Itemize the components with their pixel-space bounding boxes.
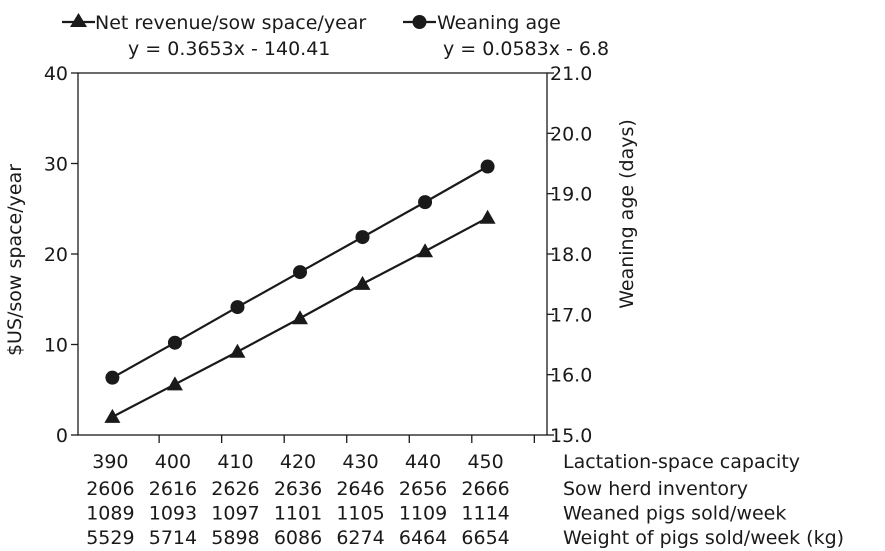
- table-cell: 1089: [86, 503, 134, 525]
- x-tick-label: 420: [280, 451, 316, 473]
- table-cell: 2646: [336, 478, 384, 500]
- equation-net-revenue: y = 0.3653x - 140.41: [128, 38, 330, 60]
- data-point-weaning-age: [292, 265, 307, 280]
- y-right-tick-label: 21.0: [550, 63, 592, 85]
- legend-label-net-revenue: Net revenue/sow space/year: [95, 12, 366, 34]
- data-point-weaning-age: [418, 195, 433, 210]
- data-point-weaning-age: [355, 230, 370, 245]
- table-cell: 2636: [274, 478, 322, 500]
- data-point-net-revenue: [479, 209, 496, 224]
- table-cell: 5898: [211, 527, 259, 549]
- data-point-weaning-age: [105, 370, 120, 385]
- table-cell: 6654: [461, 527, 509, 549]
- table-cell: 6274: [336, 527, 384, 549]
- legend-label-weaning-age: Weaning age: [437, 12, 561, 34]
- data-point-weaning-age: [167, 335, 182, 350]
- y-right-tick-label: 15.0: [550, 425, 592, 447]
- table-cell: 1101: [274, 503, 322, 525]
- y-right-tick-label: 20.0: [550, 123, 592, 145]
- y-right-tick-label: 18.0: [550, 244, 592, 266]
- data-point-net-revenue: [104, 408, 121, 423]
- y-left-tick-label: 10: [44, 335, 68, 357]
- legend-marker-circle: [412, 15, 427, 29]
- x-tick-label: 430: [342, 451, 378, 473]
- data-point-net-revenue: [291, 310, 308, 325]
- y-left-tick-label: 40: [44, 63, 68, 85]
- data-point-weaning-age: [230, 300, 245, 315]
- table-cell: 2616: [149, 478, 197, 500]
- x-tick-label: 390: [92, 451, 128, 473]
- table-cell: 2656: [399, 478, 447, 500]
- equation-weaning-age: y = 0.0583x - 6.8: [443, 38, 609, 60]
- table-cell: 1105: [336, 503, 384, 525]
- x-tick-label: 450: [467, 451, 503, 473]
- data-point-net-revenue: [417, 243, 434, 258]
- x-tick-label: 400: [155, 451, 191, 473]
- y-right-tick-label: 16.0: [550, 365, 592, 387]
- y-right-tick-label: 17.0: [550, 304, 592, 326]
- y-left-tick-label: 0: [56, 425, 68, 447]
- x-tick-label: 410: [217, 451, 253, 473]
- y-left-tick-label: 20: [44, 244, 68, 266]
- table-cell: 6086: [274, 527, 322, 549]
- y-left-axis-title: $US/sow space/year: [4, 164, 26, 356]
- x-axis-label: Lactation-space capacity: [563, 451, 800, 473]
- legend-marker-triangle: [70, 13, 87, 27]
- table-row-label: Weaned pigs sold/week: [563, 503, 786, 525]
- table-cell: 1093: [149, 503, 197, 525]
- x-tick-label: 440: [405, 451, 441, 473]
- table-cell: 1114: [461, 503, 509, 525]
- table-row-label: Sow herd inventory: [563, 478, 748, 500]
- table-cell: 6464: [399, 527, 447, 549]
- table-cell: 1097: [211, 503, 259, 525]
- plot-frame: [77, 72, 548, 436]
- data-point-net-revenue: [354, 275, 371, 290]
- table-cell: 5714: [149, 527, 197, 549]
- table-cell: 1109: [399, 503, 447, 525]
- table-row-label: Weight of pigs sold/week (kg): [563, 527, 844, 549]
- table-cell: 5529: [86, 527, 134, 549]
- y-right-tick-label: 19.0: [550, 184, 592, 206]
- data-point-weaning-age: [480, 159, 495, 174]
- y-left-tick-label: 30: [44, 154, 68, 176]
- data-point-net-revenue: [229, 343, 246, 358]
- table-cell: 2626: [211, 478, 259, 500]
- table-cell: 2606: [86, 478, 134, 500]
- y-right-axis-title: Weaning age (days): [616, 119, 638, 309]
- table-cell: 2666: [461, 478, 509, 500]
- data-point-net-revenue: [166, 376, 183, 391]
